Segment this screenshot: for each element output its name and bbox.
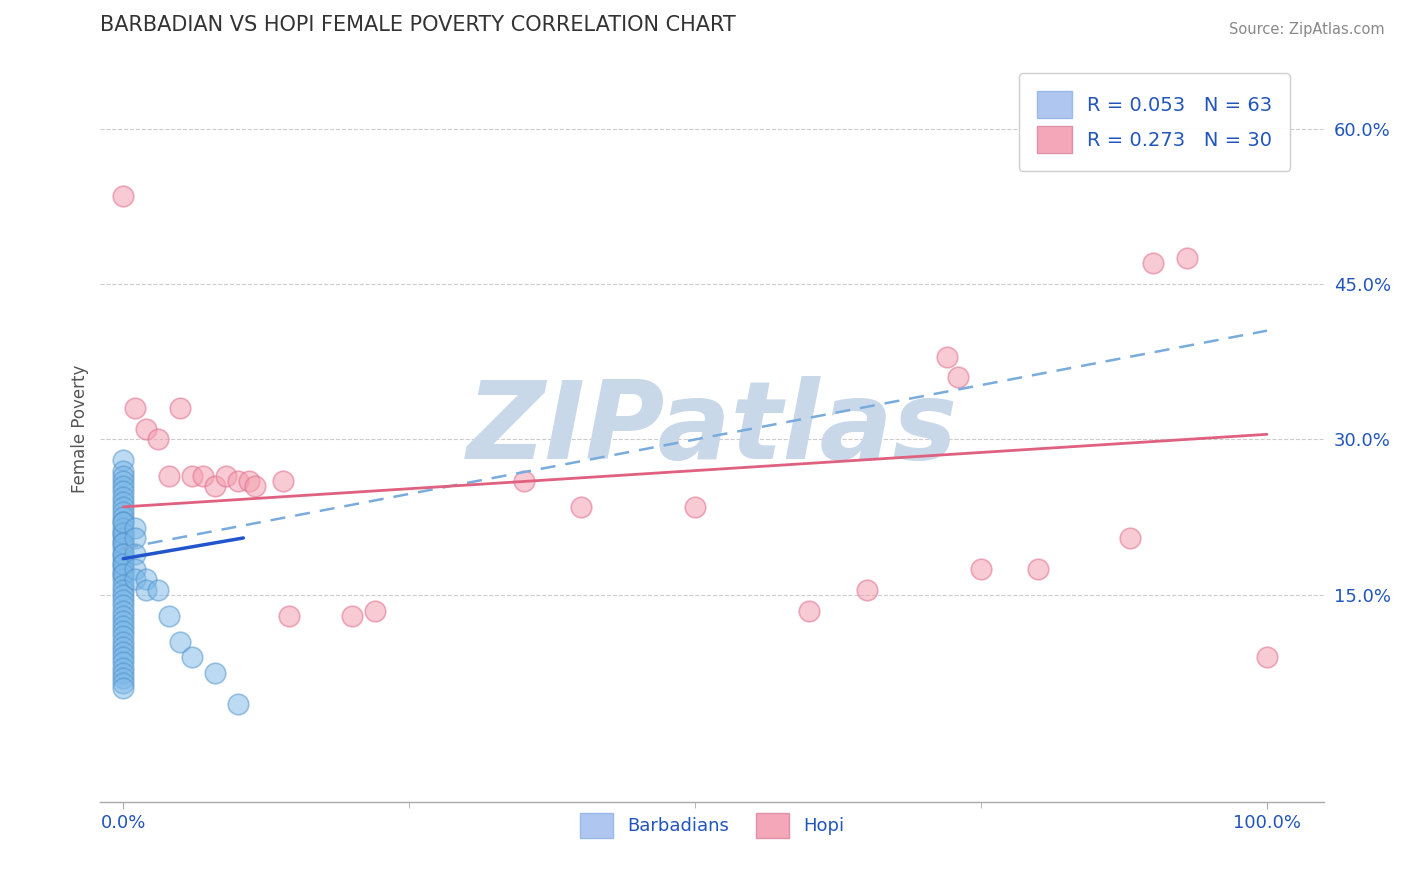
Point: [169, 401, 191, 416]
Point: [112, 676, 135, 690]
Point: [512, 474, 534, 488]
Point: [112, 494, 135, 508]
Point: [112, 671, 135, 685]
Point: [970, 562, 993, 576]
Point: [112, 490, 135, 504]
Point: [112, 603, 135, 617]
Point: [112, 562, 135, 576]
Point: [340, 608, 363, 623]
Point: [124, 520, 146, 534]
Point: [193, 468, 215, 483]
Point: [364, 603, 387, 617]
Point: [112, 189, 135, 203]
Point: [215, 468, 238, 483]
Point: [112, 567, 135, 582]
Point: [146, 433, 169, 447]
Text: ZIPatlas: ZIPatlas: [467, 376, 957, 483]
Point: [112, 536, 135, 550]
Point: [112, 525, 135, 540]
Point: [112, 464, 135, 478]
Point: [112, 536, 135, 550]
Point: [112, 484, 135, 499]
Point: [146, 582, 169, 597]
Point: [112, 505, 135, 519]
Point: [112, 619, 135, 633]
Point: [112, 541, 135, 556]
Point: [112, 547, 135, 561]
Point: [112, 650, 135, 665]
Point: [1256, 650, 1278, 665]
Point: [204, 665, 226, 680]
Point: [799, 603, 821, 617]
Point: [112, 516, 135, 530]
Point: [112, 614, 135, 628]
Point: [112, 573, 135, 587]
Point: [124, 562, 146, 576]
Text: BARBADIAN VS HOPI FEMALE POVERTY CORRELATION CHART: BARBADIAN VS HOPI FEMALE POVERTY CORRELA…: [100, 15, 737, 35]
Text: Source: ZipAtlas.com: Source: ZipAtlas.com: [1229, 22, 1385, 37]
Point: [157, 608, 180, 623]
Point: [226, 474, 249, 488]
Point: [243, 479, 266, 493]
Point: [683, 500, 706, 514]
Point: [112, 634, 135, 648]
Point: [124, 401, 146, 416]
Y-axis label: Female Poverty: Female Poverty: [72, 365, 89, 493]
Point: [112, 525, 135, 540]
Point: [855, 582, 877, 597]
Point: [180, 468, 202, 483]
Point: [112, 479, 135, 493]
Point: [169, 634, 191, 648]
Point: [112, 681, 135, 696]
Point: [112, 567, 135, 582]
Point: [112, 531, 135, 545]
Point: [112, 593, 135, 607]
Point: [273, 474, 295, 488]
Point: [157, 468, 180, 483]
Point: [135, 582, 157, 597]
Point: [124, 573, 146, 587]
Point: [112, 547, 135, 561]
Point: [112, 588, 135, 602]
Point: [112, 624, 135, 639]
Point: [112, 468, 135, 483]
Point: [124, 547, 146, 561]
Point: [112, 582, 135, 597]
Point: [204, 479, 226, 493]
Point: [112, 557, 135, 571]
Point: [112, 474, 135, 488]
Point: [112, 551, 135, 566]
Point: [180, 650, 202, 665]
Point: [112, 660, 135, 674]
Point: [112, 577, 135, 591]
Point: [135, 573, 157, 587]
Point: [112, 557, 135, 571]
Point: [112, 520, 135, 534]
Point: [112, 599, 135, 613]
Point: [112, 656, 135, 670]
Point: [112, 453, 135, 467]
Point: [112, 645, 135, 659]
Point: [112, 500, 135, 514]
Legend: Barbadians, Hopi: Barbadians, Hopi: [574, 805, 852, 846]
Point: [112, 629, 135, 643]
Point: [135, 422, 157, 436]
Point: [238, 474, 260, 488]
Point: [278, 608, 301, 623]
Point: [1142, 256, 1164, 270]
Point: [112, 516, 135, 530]
Point: [1175, 251, 1198, 265]
Point: [1118, 531, 1140, 545]
Point: [112, 640, 135, 654]
Point: [112, 665, 135, 680]
Point: [124, 531, 146, 545]
Point: [935, 350, 957, 364]
Point: [226, 697, 249, 711]
Point: [1026, 562, 1049, 576]
Point: [946, 370, 969, 384]
Point: [112, 608, 135, 623]
Point: [569, 500, 592, 514]
Point: [112, 510, 135, 524]
